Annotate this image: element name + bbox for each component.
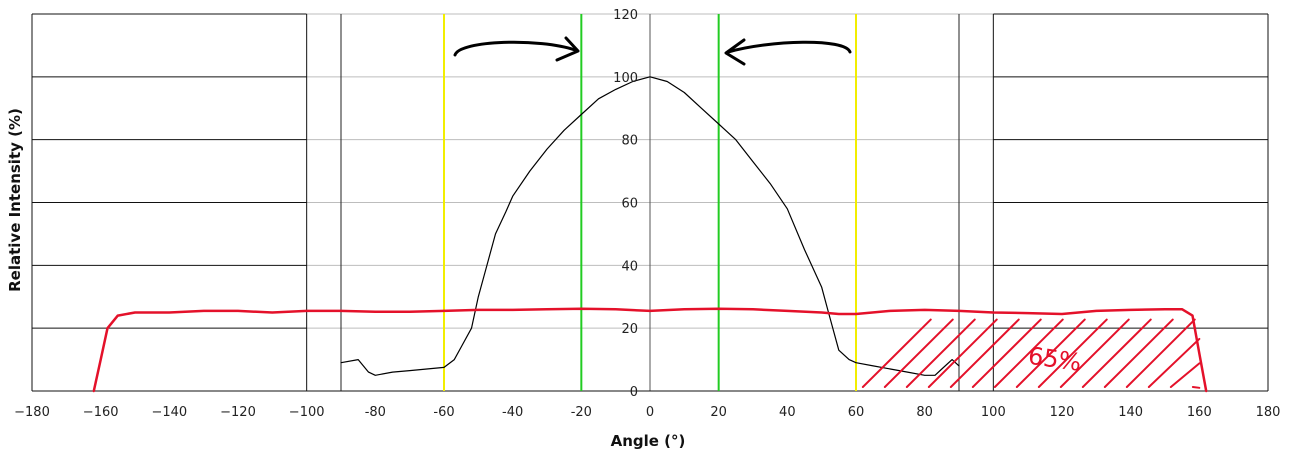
x-tick-label: -40 xyxy=(502,405,523,420)
hatch-stroke xyxy=(927,318,998,388)
hatch-stroke xyxy=(1015,318,1086,388)
x-tick-label: -20 xyxy=(571,405,592,420)
y-tick-label: 0 xyxy=(630,385,638,400)
hatch-stroke xyxy=(1147,337,1201,388)
hatch-stroke xyxy=(861,318,932,388)
tick-labels: −180 −160 −140 −120 −100 -80 -60 -40 -20 0 20 40 60 8… xyxy=(14,8,1280,420)
arrow-right-head xyxy=(724,38,746,66)
x-tick-label: 180 xyxy=(1256,405,1281,420)
hatch-stroke xyxy=(883,318,954,388)
hatched-region xyxy=(861,318,1201,389)
x-tick-label: 120 xyxy=(1050,405,1075,420)
x-tick-label: 100 xyxy=(981,405,1006,420)
series-line-hand-drawn xyxy=(92,307,1208,393)
y-tick-label: 80 xyxy=(621,134,638,149)
y-axis-title: Relative Intensity (%) xyxy=(6,108,24,292)
y-tick-label: 60 xyxy=(621,197,638,212)
x-tick-label: 140 xyxy=(1118,405,1143,420)
hatch-stroke xyxy=(1125,318,1196,388)
x-tick-label: -60 xyxy=(433,405,454,420)
hatch-stroke xyxy=(1059,318,1130,388)
x-tick-label: 40 xyxy=(779,405,796,420)
hatch-stroke xyxy=(993,318,1064,388)
hatch-stroke xyxy=(949,318,1020,388)
hatch-stroke xyxy=(1191,386,1201,389)
hatch-stroke xyxy=(1037,318,1108,388)
x-tick-label: 0 xyxy=(646,405,654,420)
x-tick-label: 60 xyxy=(848,405,865,420)
annotation-65-percent: 65% xyxy=(1026,342,1083,377)
x-tick-label: 20 xyxy=(710,405,727,420)
x-tick-label: −140 xyxy=(151,405,187,420)
y-tick-label: 100 xyxy=(613,71,638,86)
x-tick-label: −120 xyxy=(220,405,256,420)
hatch-stroke xyxy=(1169,362,1201,388)
y-tick-label: 40 xyxy=(621,259,638,274)
panel-frames xyxy=(31,14,1269,392)
x-tick-label: −100 xyxy=(289,405,325,420)
series xyxy=(92,76,1208,393)
x-tick-label: -80 xyxy=(365,405,386,420)
arrow-right-curve xyxy=(726,40,852,54)
reference-lines xyxy=(443,14,857,391)
series-line-measured xyxy=(340,76,960,376)
hatch-stroke xyxy=(1081,318,1152,388)
x-tick-label: −180 xyxy=(14,405,50,420)
y-tick-label: 120 xyxy=(613,8,638,23)
hatch-stroke xyxy=(1103,318,1174,388)
x-tick-label: 160 xyxy=(1187,405,1212,420)
y-tick-label: 20 xyxy=(621,322,638,337)
hatch-stroke xyxy=(971,318,1042,388)
arrow-left-head xyxy=(555,36,580,62)
x-axis-title: Angle (°) xyxy=(611,432,686,450)
annotation-arrows xyxy=(453,36,852,66)
arrow-left-curve xyxy=(453,40,577,57)
hatch-stroke xyxy=(905,318,976,388)
x-tick-label: 80 xyxy=(916,405,933,420)
x-tick-label: −160 xyxy=(83,405,119,420)
